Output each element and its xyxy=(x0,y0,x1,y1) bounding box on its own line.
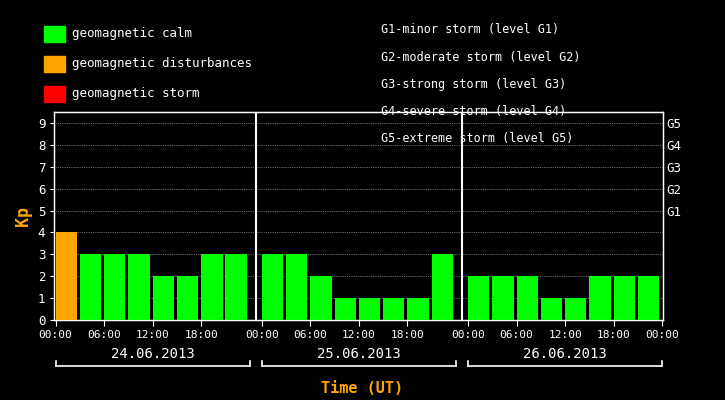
Bar xyxy=(56,232,77,320)
Text: geomagnetic calm: geomagnetic calm xyxy=(72,28,193,40)
Bar xyxy=(383,298,405,320)
Bar xyxy=(565,298,587,320)
Text: 24.06.2013: 24.06.2013 xyxy=(111,347,194,361)
Y-axis label: Kp: Kp xyxy=(14,206,33,226)
Bar xyxy=(335,298,356,320)
Bar xyxy=(517,276,538,320)
Bar xyxy=(128,254,150,320)
Bar xyxy=(225,254,246,320)
Bar xyxy=(492,276,514,320)
Bar xyxy=(589,276,610,320)
Bar xyxy=(541,298,562,320)
Bar xyxy=(262,254,283,320)
Bar xyxy=(286,254,307,320)
Bar xyxy=(104,254,125,320)
Text: geomagnetic storm: geomagnetic storm xyxy=(72,88,200,100)
Bar xyxy=(80,254,102,320)
Text: G2-moderate storm (level G2): G2-moderate storm (level G2) xyxy=(381,51,580,64)
Bar xyxy=(153,276,174,320)
Bar xyxy=(613,276,635,320)
Text: G4-severe storm (level G4): G4-severe storm (level G4) xyxy=(381,105,566,118)
Text: Time (UT): Time (UT) xyxy=(321,381,404,396)
Text: G5-extreme storm (level G5): G5-extreme storm (level G5) xyxy=(381,132,573,145)
Text: 25.06.2013: 25.06.2013 xyxy=(317,347,401,361)
Text: 26.06.2013: 26.06.2013 xyxy=(523,347,607,361)
Text: G3-strong storm (level G3): G3-strong storm (level G3) xyxy=(381,78,566,91)
Bar xyxy=(177,276,198,320)
Bar xyxy=(431,254,453,320)
Text: G1-minor storm (level G1): G1-minor storm (level G1) xyxy=(381,24,559,36)
Bar xyxy=(310,276,332,320)
Bar xyxy=(201,254,223,320)
Bar xyxy=(359,298,380,320)
Bar xyxy=(407,298,428,320)
Bar xyxy=(638,276,659,320)
Text: geomagnetic disturbances: geomagnetic disturbances xyxy=(72,58,252,70)
Bar xyxy=(468,276,489,320)
